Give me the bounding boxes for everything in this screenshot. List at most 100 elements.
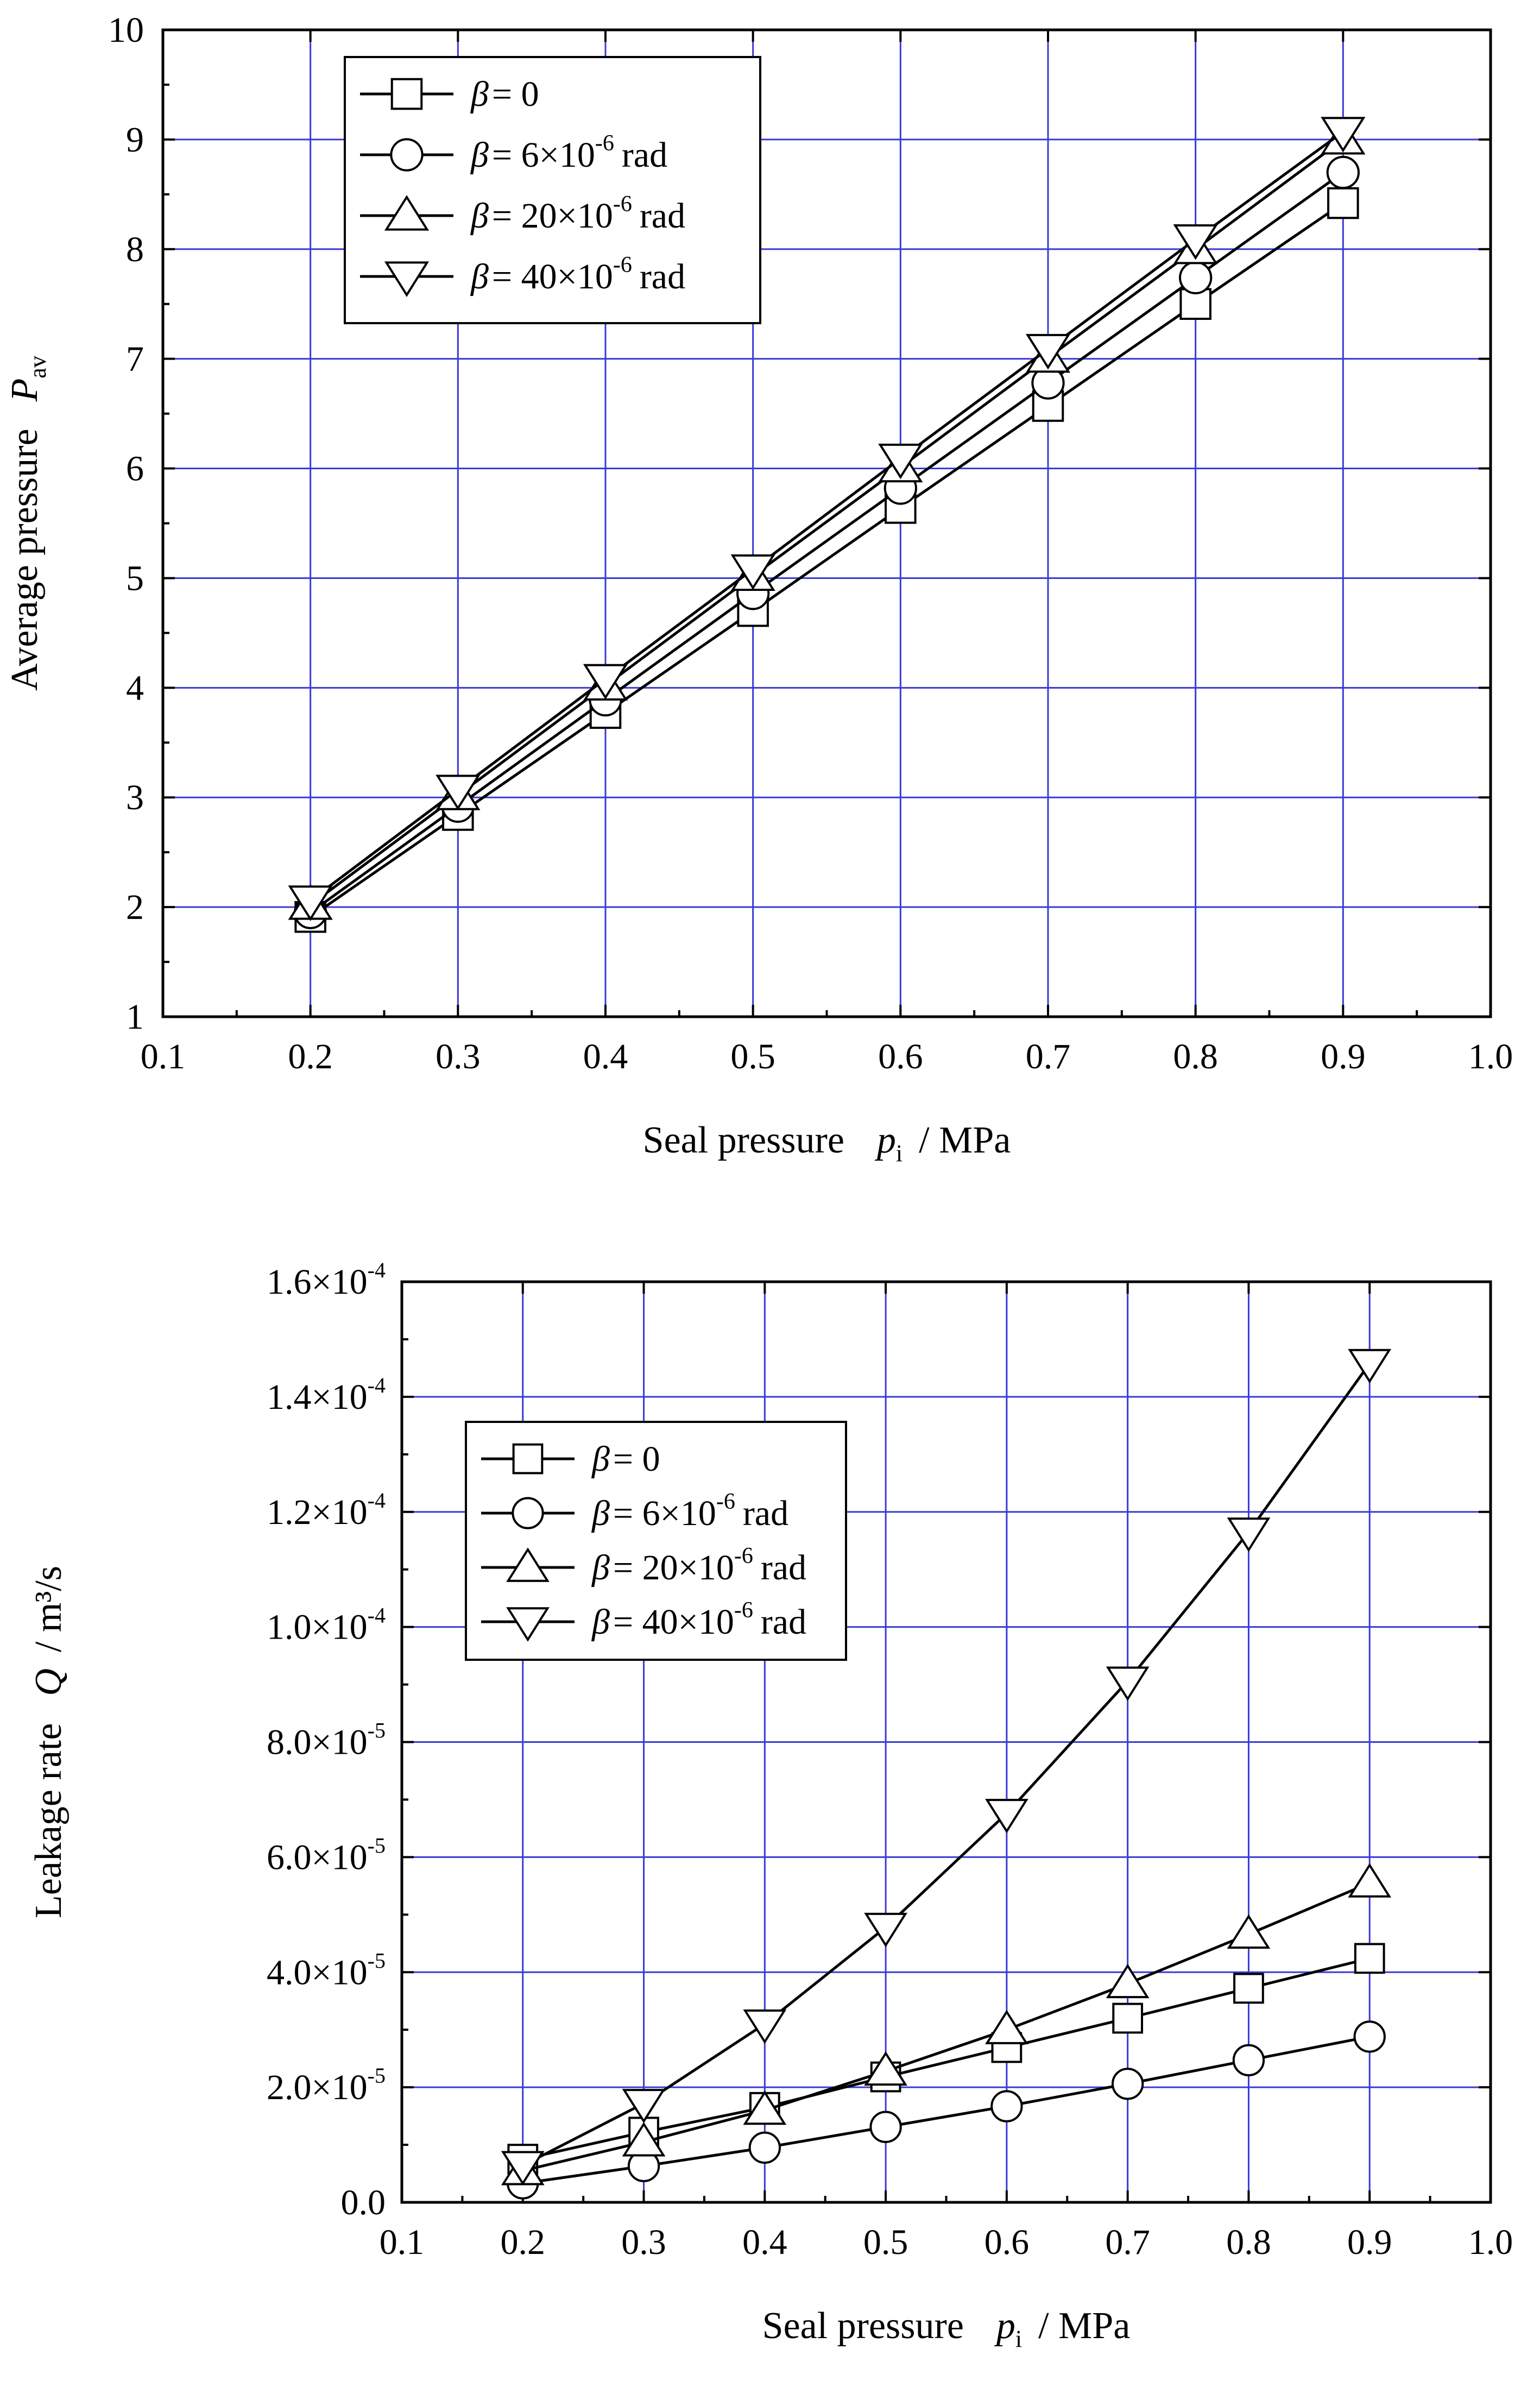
y-tick-label: 0.0 [341,2183,386,2222]
legend-item: β= 6×10-6 rad [481,1489,788,1533]
legend-label: β= 0 [591,1439,660,1479]
legend-marker [384,195,430,231]
data-point [869,2111,902,2143]
tick-marks [401,1281,1492,2203]
data-point [622,2089,666,2124]
x-tick-label: 0.8 [1226,2222,1271,2262]
data-point [501,2151,545,2186]
data-point [985,1799,1028,1834]
y-axis-label: Leakage rateQ/ m³/s [28,1566,70,1918]
legend-item: β= 0 [360,74,539,114]
y-tick-label: 2 [126,887,144,927]
y-tick-label: 9 [126,120,144,160]
legend-marker [512,1497,544,1529]
data-point [1179,261,1213,294]
legend-item: β= 40×10-6 rad [360,253,685,297]
data-point [748,2131,781,2164]
legend: β= 0 β= 6×10-6 rad β= 20×10-6 rad β= 40×10-6 r… [344,56,761,324]
series-line [522,2035,1370,2185]
y-tick-label: 1.0×10-4 [267,1603,386,1647]
x-tick-label: 0.5 [730,1037,775,1076]
data-point [1354,1943,1385,1974]
y-tick-label: 8.0×10-5 [267,1718,386,1762]
data-point [743,2090,787,2125]
x-tick-label: 0.2 [288,1037,333,1076]
legend-marker [506,1547,550,1582]
x-axis-label: Seal pressure pi / MPa [643,1119,1011,1167]
x-tick-label: 1.0 [1468,2222,1513,2262]
data-point [1348,1349,1392,1384]
x-tick-label: 0.2 [501,2222,546,2262]
data-point [985,2010,1028,2044]
x-tick-label: 0.5 [863,2222,908,2262]
series-triangle-down [501,1349,1392,2186]
legend-label: β= 6×10-6 rad [591,1489,788,1533]
data-point [1353,2020,1386,2053]
data-point [1106,1963,1150,1999]
x-tick-label: 0.1 [141,1037,186,1076]
data-point [1233,1973,1264,2004]
data-point [1111,2068,1144,2100]
x-tick-label: 0.8 [1173,1037,1218,1076]
legend-label: β= 40×10-6 rad [470,253,685,297]
y-tick-label: 6.0×10-5 [267,1833,386,1877]
x-tick-label: 0.7 [1105,2222,1150,2262]
x-tick-label: 0.3 [621,2222,666,2262]
data-point [864,1912,907,1948]
data-point [1173,224,1218,260]
legend-marker [390,138,424,172]
y-tick-label: 1.4×10-4 [267,1373,386,1417]
y-axis-label: Average pressurePav [4,356,51,691]
data-point [436,774,481,810]
grid [402,1282,1491,2202]
series-triangle-down [288,117,1366,921]
data-point [622,2122,666,2157]
data-point [1106,1666,1150,1701]
x-axis-label: Seal pressure pi / MPa [762,2305,1131,2352]
data-point [864,2051,907,2086]
series-circle [507,2020,1386,2200]
legend: β= 0 β= 6×10-6 rad β= 20×10-6 rad β= 40×10-6 r… [465,1421,847,1661]
chart-1: 0.1 0.2 0.3 0.4 0.5 0.6 0.7 0.8 0.9 1.0 1 2 3 4 5 6 7 8 9 1… [4,10,1513,1167]
x-tick-label: 0.7 [1026,1037,1071,1076]
y-tick-label: 10 [108,10,144,50]
legend-item: β= 6×10-6 rad [360,131,667,175]
data-point [1232,2044,1265,2077]
y-tick-label: 5 [126,558,144,598]
y-tick-label: 4.0×10-5 [267,1948,386,1992]
legend-marker [384,261,430,297]
data-point [730,554,775,590]
data-point [1227,1914,1271,1949]
series-line [310,201,1344,918]
series-line [310,171,1344,914]
y-tick-label: 6 [126,449,144,489]
y-tick-label: 8 [126,230,144,269]
legend-label: β= 0 [470,74,539,114]
x-tick-label: 0.3 [436,1037,481,1076]
series-line [310,138,1344,906]
legend-item: β= 20×10-6 rad [360,192,685,236]
y-tick-label: 3 [126,778,144,817]
x-tick-label: 0.6 [878,1037,923,1076]
data-point [288,885,333,921]
x-tick-label: 0.9 [1321,1037,1366,1076]
data-point [583,664,628,700]
data-point [1326,155,1360,190]
series-line [522,1881,1371,2172]
data-point [1321,117,1366,153]
data-point [1348,1863,1392,1898]
legend-marker [390,78,423,110]
y-tick-label: 7 [126,339,144,379]
x-tick-label: 0.6 [984,2222,1030,2262]
legend-label: β= 40×10-6 rad [591,1598,806,1642]
data-point [1112,2002,1144,2034]
x-tick-label: 0.4 [742,2222,787,2262]
y-tick-label: 1.6×10-4 [267,1258,386,1302]
data-point [1327,187,1359,219]
series-triangle-up [501,1863,1392,2186]
y-tick-label: 1.2×10-4 [267,1488,386,1532]
x-tick-label: 0.1 [380,2222,425,2262]
tick-marks [162,29,1492,1018]
